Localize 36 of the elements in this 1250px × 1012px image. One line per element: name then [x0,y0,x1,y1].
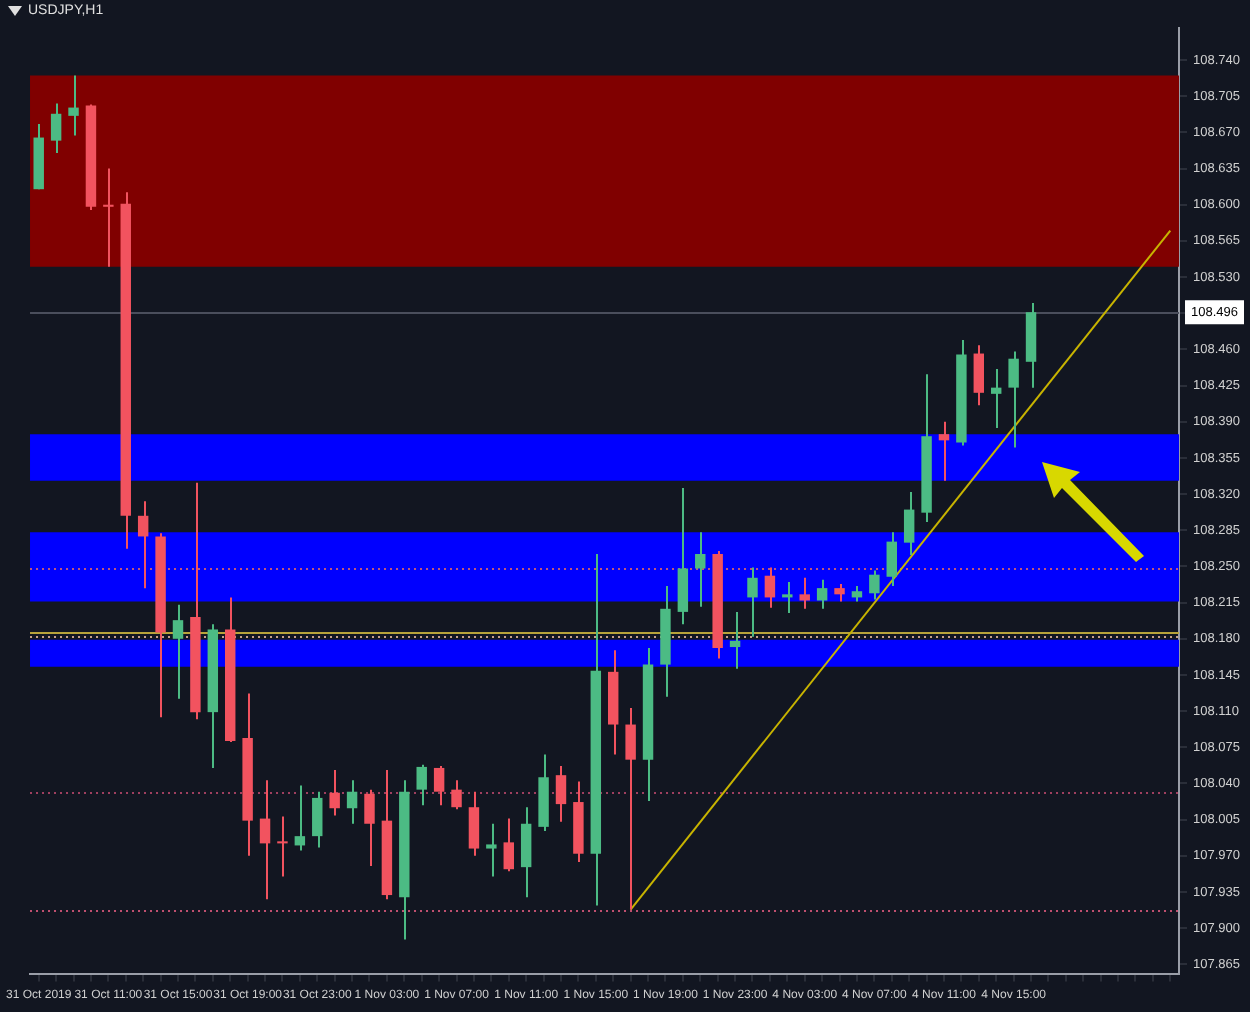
candlestick [433,764,445,807]
candlestick [1008,350,1019,449]
candlestick [172,603,184,700]
candlestick [486,822,497,878]
candlestick [990,368,1002,429]
candlestick [677,486,689,626]
candlestick [68,74,79,137]
candlestick [869,569,880,601]
candlestick [816,578,828,610]
candlestick [364,788,375,868]
candlestick [520,806,532,899]
candlestick [312,790,323,849]
candlestick [747,566,758,638]
candlestick [625,707,636,911]
candlestick [277,815,288,878]
candlestick [729,610,741,670]
candlestick [555,764,567,823]
candlestick [294,784,306,852]
candlestick [137,500,149,590]
candlestick [451,779,462,811]
candlestick [799,576,810,610]
candlestick [903,491,915,557]
candlestick [50,102,62,155]
candlestick [346,779,358,825]
candlestick [416,763,427,807]
candlestick [764,566,776,609]
candlestick [103,167,114,268]
candlestick [329,769,340,817]
candlestick [503,817,514,873]
candlestick [973,344,985,407]
candlestick [938,420,950,482]
candlestick [468,790,480,857]
candlestick [782,580,793,614]
candlestick [259,779,271,901]
candlestick [886,531,897,588]
candlestick [695,531,706,608]
